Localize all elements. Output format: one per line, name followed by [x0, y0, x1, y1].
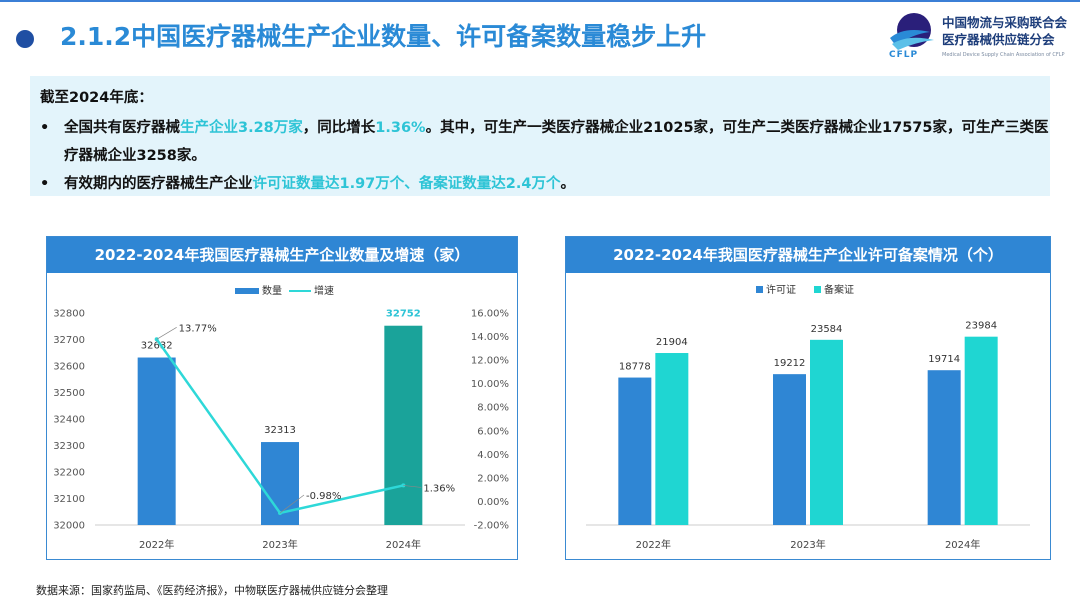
y-axis-tick-label: 32800: [53, 309, 85, 320]
growth-value-label: -0.98%: [306, 491, 341, 502]
growth-label-leader: [156, 326, 177, 340]
legend-label-0: 许可证: [766, 284, 796, 296]
y2-axis-tick-label: 8.00%: [477, 403, 509, 414]
chart-2-title: 2022-2024年我国医疗器械生产企业许可备案情况（个）: [566, 237, 1050, 273]
x-axis-tick-label: 2022年: [139, 538, 174, 551]
bullet-1-text: 全国共有医疗器械生产企业3.28万家，同比增长1.36%。其中，可生产一类医疗器…: [64, 114, 1054, 170]
x-axis-tick-label: 2024年: [386, 538, 421, 551]
y2-axis-tick-label: 6.00%: [477, 426, 509, 437]
x-axis-tick-label: 2022年: [636, 538, 671, 551]
org-line-1: 中国物流与采购联合会: [942, 15, 1068, 30]
growth-value-label: 1.36%: [423, 483, 455, 494]
legend-swatch-count: [235, 288, 259, 294]
enterprise-count-chart: 数量 增速 32000 32100 32200 32300 32400 32500 32600 3…: [53, 284, 509, 551]
organization-name: 中国物流与采购联合会 医疗器械供应链分会: [942, 14, 1067, 48]
y-axis-tick-label: 32100: [53, 494, 85, 505]
bar-value-label: 23584: [811, 324, 843, 335]
y-axis-tick-label: 32600: [53, 362, 85, 373]
bar-2022年: [137, 357, 176, 525]
bar-value-label: 19714: [928, 354, 960, 365]
legend-label-count: 数量: [262, 284, 282, 297]
y-axis-tick-label: 32500: [53, 388, 85, 399]
bullet-mark: •: [40, 120, 50, 136]
x-axis-tick-label: 2024年: [945, 538, 980, 551]
growth-point: [154, 337, 159, 342]
bar-value-label: 32313: [264, 425, 296, 436]
y-axis-tick-label: 32200: [53, 468, 85, 479]
y2-axis-tick-label: 14.00%: [471, 332, 509, 343]
data-source-note: 数据来源：国家药监局、《医药经济报》，中物联医疗器械供应链分会整理: [36, 584, 388, 597]
chart-1-title: 2022-2024年我国医疗器械生产企业数量及增速（家）: [47, 237, 517, 273]
bar-备案证-2022年: [655, 353, 689, 525]
bar-2024年: [384, 325, 423, 525]
bar-value-label: 23984: [965, 321, 997, 332]
b1-highlight-1: 生产企业3.28万家: [180, 120, 303, 136]
bar-value-label: 32632: [141, 341, 173, 352]
growth-value-label: 13.77%: [179, 323, 217, 334]
y-axis-tick-label: 32300: [53, 441, 85, 452]
b1-text-3: 。其中，可生产一类医疗器械企业21025家，可生产二类医疗器械企业17575家，…: [64, 120, 1049, 164]
b2-text-1: 有效期内的医疗器械生产企业: [64, 176, 253, 192]
top-accent-line: [0, 0, 1080, 2]
y-axis-tick-label: 32000: [53, 521, 85, 532]
x-axis-tick-label: 2023年: [262, 538, 297, 551]
b1-text-1: 全国共有医疗器械: [64, 120, 180, 136]
logo-wordmark: CFLP: [889, 50, 919, 60]
bar-许可证-2022年: [618, 377, 652, 525]
b2-text-2: 。: [560, 176, 575, 192]
bar-value-label: 32752: [386, 309, 421, 320]
y-axis-tick-label: 32400: [53, 415, 85, 426]
legend-label-1: 备案证: [824, 283, 854, 296]
y2-axis-tick-label: 10.00%: [471, 379, 509, 390]
enterprise-count-chart-panel: 2022-2024年我国医疗器械生产企业数量及增速（家） 数量 增速 32000 32…: [46, 236, 518, 560]
license-filing-chart: 许可证 备案证 18778 21904 2022年 19212 23584 2023年 1971…: [586, 283, 1030, 551]
y2-axis-tick-label: 2.00%: [477, 473, 509, 484]
bullet-mark: •: [40, 176, 50, 192]
b2-highlight-1: 许可证数量达1.97万个、备案证数量达2.4万个: [252, 176, 561, 192]
y2-axis-tick-label: -2.00%: [474, 521, 509, 532]
growth-label-leader: [279, 494, 305, 514]
bar-许可证-2024年: [927, 370, 961, 525]
bar-value-label: 18778: [619, 362, 651, 373]
bullet-2-text: 有效期内的医疗器械生产企业许可证数量达1.97万个、备案证数量达2.4万个。: [64, 170, 1054, 198]
org-line-2: 医疗器械供应链分会: [942, 32, 1055, 47]
license-filing-chart-panel: 2022-2024年我国医疗器械生产企业许可备案情况（个） 许可证 备案证 1877…: [565, 236, 1051, 560]
bar-许可证-2023年: [773, 374, 806, 525]
legend-label-growth: 增速: [314, 284, 334, 297]
legend-swatch-0: [756, 286, 763, 293]
y-axis-tick-label: 32700: [53, 335, 85, 346]
bar-备案证-2023年: [810, 339, 843, 525]
bar-value-label: 21904: [656, 337, 688, 348]
summary-heading: 截至2024年底：: [40, 90, 153, 106]
organization-english-name: Medical Device Supply Chain Association …: [942, 52, 1065, 58]
y2-axis-tick-label: 4.00%: [477, 450, 509, 461]
growth-label-leader: [403, 485, 422, 488]
bar-value-label: 19212: [774, 358, 806, 369]
bar-备案证-2024年: [964, 336, 998, 525]
x-axis-tick-label: 2023年: [790, 538, 825, 551]
y2-axis-tick-label: 16.00%: [471, 309, 509, 320]
title-bullet-dot: [16, 30, 34, 48]
y2-axis-tick-label: 0.00%: [477, 497, 509, 508]
cflp-logo-icon: [890, 13, 934, 50]
summary-box: 截至2024年底： • 全国共有医疗器械生产企业3.28万家，同比增长1.36%…: [30, 76, 1050, 196]
b1-highlight-2: 1.36%: [375, 120, 426, 136]
legend-swatch-1: [814, 286, 821, 293]
page-title: 2.1.2中国医疗器械生产企业数量、许可备案数量稳步上升: [60, 22, 707, 51]
b1-text-2: ，同比增长: [302, 120, 376, 136]
y2-axis-tick-label: 12.00%: [471, 356, 509, 367]
